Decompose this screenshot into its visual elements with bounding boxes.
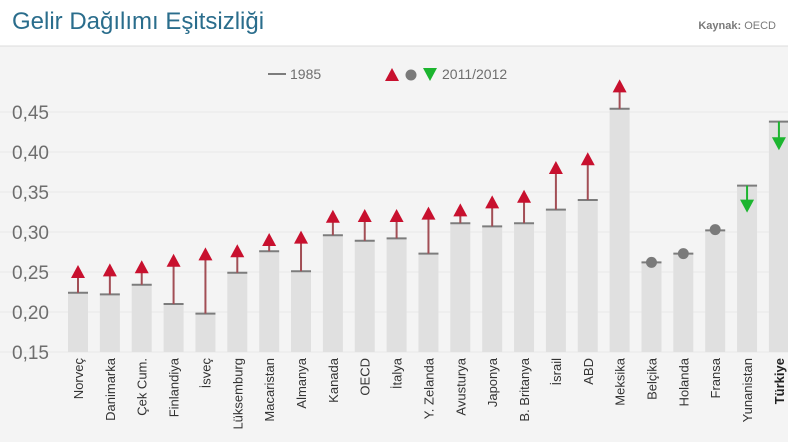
legend-dot-icon (405, 69, 417, 81)
x-tick-label: Avusturya (453, 357, 468, 415)
x-tick-label: Danimarka (103, 357, 118, 421)
marker-2011-up-arrow (134, 260, 149, 274)
x-tick-label: Holanda (676, 357, 691, 406)
marker-2011-up-arrow (389, 209, 404, 222)
bar (673, 253, 694, 352)
x-tick-label: Fransa (708, 357, 723, 398)
bar (131, 284, 152, 352)
marker-2011-up-arrow (230, 244, 245, 258)
y-tick-label: 0,40 (12, 143, 49, 164)
bar (514, 223, 535, 352)
legend-1985-label: 1985 (290, 66, 321, 82)
bar (386, 238, 407, 352)
y-tick-label: 0,15 (12, 343, 49, 364)
bar (482, 226, 503, 352)
marker-2011-dot (677, 248, 689, 260)
y-tick-label: 0,35 (12, 183, 49, 204)
y-tick-label: 0,45 (12, 103, 49, 124)
x-tick-label: İtalya (390, 357, 405, 389)
bar-group (68, 108, 788, 352)
source-label: Kaynak: (698, 20, 742, 32)
marker-2011-up-arrow (485, 195, 500, 209)
x-tick-label: Macaristan (262, 358, 277, 422)
marker-2011-up-arrow (166, 253, 181, 267)
bar (545, 209, 566, 352)
x-tick-label: ABD (581, 358, 596, 385)
bar (577, 200, 598, 352)
x-tick-label: Yunanistan (740, 358, 755, 422)
source-note: Kaynak: OECD (698, 20, 776, 32)
x-tick-label: Almanya (294, 357, 309, 408)
marker-2011-up-arrow (294, 230, 309, 244)
bar (322, 235, 343, 352)
marker-2011-dot (709, 224, 721, 236)
bar (259, 251, 280, 352)
legend-up-triangle-icon (385, 68, 399, 81)
y-tick-label: 0,30 (12, 223, 49, 244)
bar (68, 292, 88, 352)
bar (163, 304, 184, 352)
marker-2011-up-arrow (102, 263, 117, 277)
x-tick-label: Japonya (485, 357, 500, 407)
marker-2011-up-arrow (517, 189, 532, 203)
x-tick-label: Y. Zelanda (421, 357, 436, 419)
x-tick-label: Türkiye (772, 358, 787, 404)
marker-2011-up-arrow (612, 79, 627, 93)
bar (418, 253, 439, 352)
bar (291, 271, 312, 352)
bar (227, 272, 248, 352)
page-title: Gelir Dağılımı Eşitsizliği (12, 8, 265, 35)
source-value: OECD (744, 20, 776, 32)
marker-2011-down-arrow (771, 137, 786, 151)
bar (99, 294, 120, 352)
bar (705, 230, 726, 352)
legend-2011-label: 2011/2012 (442, 66, 507, 82)
marker-2011-up-arrow (325, 209, 340, 223)
marker-2011-up-arrow (580, 152, 595, 166)
marker-2011-up-arrow (421, 206, 436, 220)
legend-down-triangle-icon (423, 68, 437, 81)
bar (641, 262, 662, 352)
marker-group (68, 79, 788, 315)
x-tick-label: Lüksemburg (230, 358, 245, 430)
x-tick-label: İsveç (198, 358, 213, 389)
x-tick-label: Çek Cum. (135, 358, 150, 416)
x-tick-label: Norveç (71, 358, 86, 400)
x-tick-label: Belçika (644, 357, 659, 400)
x-tick-label: OECD (358, 358, 373, 396)
marker-2011-up-arrow (548, 161, 563, 174)
y-tick-label: 0,25 (12, 263, 49, 284)
x-tick-label: Kanada (326, 357, 341, 403)
x-tick-label: Finlandiya (167, 357, 182, 417)
marker-2011-down-arrow (740, 199, 755, 213)
marker-2011-up-arrow (357, 209, 372, 222)
bar (450, 223, 471, 352)
legend: 1985 2011/2012 (268, 66, 507, 82)
y-tick-label: 0,20 (12, 303, 49, 324)
bar (195, 313, 216, 352)
x-tick-label: İsrail (549, 358, 564, 386)
x-tick-label: B. Britanya (517, 357, 532, 421)
x-tick-label: Meksika (613, 357, 628, 405)
bar (768, 121, 788, 352)
marker-2011-up-arrow (71, 265, 85, 278)
marker-2011-dot (645, 256, 657, 268)
x-axis-labels: Norveç Danimarka Çek Cum. Finlandiya İsveç Lü… (71, 357, 787, 429)
marker-2011-up-arrow (262, 233, 277, 246)
bar (609, 108, 630, 352)
bar (354, 240, 375, 352)
bar (737, 185, 758, 352)
marker-2011-up-arrow (198, 247, 213, 261)
marker-2011-up-arrow (453, 203, 468, 217)
